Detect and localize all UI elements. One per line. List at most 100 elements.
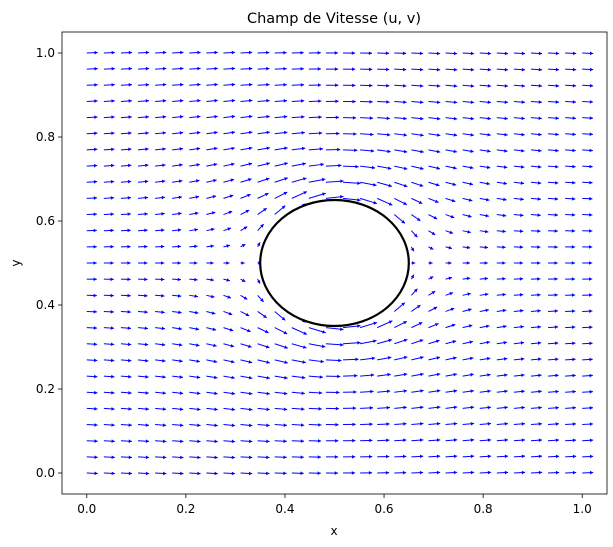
velocity-arrow <box>308 327 326 334</box>
arrow-head <box>521 51 526 56</box>
velocity-arrow <box>530 213 541 217</box>
arrow-head <box>385 67 390 72</box>
arrow-head <box>403 338 408 343</box>
arrow-head <box>264 192 269 197</box>
velocity-arrow <box>257 391 270 396</box>
arrow-head <box>521 422 525 426</box>
arrow-head <box>128 131 132 135</box>
velocity-arrow <box>411 149 424 154</box>
y-tick-label: 0.6 <box>36 214 55 228</box>
velocity-arrow <box>223 98 236 103</box>
velocity-arrow <box>325 99 339 104</box>
velocity-arrow <box>120 455 133 460</box>
velocity-arrow <box>530 100 542 104</box>
velocity-arrow <box>582 245 593 249</box>
velocity-arrow <box>189 82 201 87</box>
arrow-head <box>402 454 407 459</box>
arrow-head <box>538 389 542 394</box>
arrow-head <box>197 50 201 55</box>
arrow-head <box>231 423 236 428</box>
arrow-head <box>386 405 390 410</box>
velocity-arrow <box>548 277 558 281</box>
y-tick-label: 0.2 <box>36 382 55 396</box>
velocity-arrow <box>565 116 576 120</box>
arrow-field <box>86 50 594 476</box>
arrow-head <box>180 50 184 55</box>
velocity-arrow <box>172 359 183 363</box>
velocity-arrow <box>274 375 288 380</box>
velocity-arrow <box>394 100 407 104</box>
velocity-arrow <box>137 195 149 200</box>
velocity-arrow <box>496 292 506 297</box>
arrow-head <box>412 261 416 265</box>
arrow-head <box>466 245 471 250</box>
velocity-arrow <box>240 98 253 103</box>
velocity-arrow <box>343 438 356 443</box>
arrow-head <box>177 228 182 232</box>
velocity-arrow <box>172 439 184 444</box>
velocity-arrow <box>462 149 474 153</box>
velocity-arrow <box>103 455 115 460</box>
arrow-head <box>301 146 306 151</box>
velocity-arrow <box>86 471 98 476</box>
arrow-head <box>180 439 184 444</box>
arrow-head <box>433 215 438 220</box>
arrow-head <box>144 195 149 200</box>
arrow-head <box>94 50 98 55</box>
velocity-arrow <box>548 181 559 185</box>
arrow-head <box>453 356 457 360</box>
arrow-head <box>519 277 524 281</box>
arrow-head <box>284 162 288 166</box>
arrow-head <box>571 261 576 265</box>
velocity-arrow <box>582 438 594 443</box>
velocity-arrow <box>377 149 391 154</box>
arrow-head <box>521 373 525 378</box>
arrow-head <box>572 438 577 443</box>
velocity-arrow <box>274 205 286 215</box>
velocity-arrow <box>513 84 526 88</box>
velocity-arrow <box>445 340 457 345</box>
velocity-arrow <box>325 406 340 411</box>
velocity-arrow <box>479 229 489 234</box>
arrow-head <box>336 131 340 136</box>
velocity-arrow <box>189 471 201 476</box>
arrow-head <box>301 407 305 411</box>
velocity-arrow <box>377 470 390 475</box>
arrow-head <box>487 454 492 459</box>
arrow-head <box>369 438 373 443</box>
velocity-arrow <box>565 83 577 88</box>
arrow-head <box>355 357 359 362</box>
arrow-head <box>589 67 594 72</box>
arrow-head <box>227 227 231 231</box>
arrow-head <box>231 359 235 364</box>
velocity-arrow <box>325 115 340 120</box>
velocity-arrow <box>343 454 356 459</box>
arrow-head <box>195 195 199 199</box>
arrow-head <box>194 310 199 315</box>
velocity-arrow <box>257 407 270 412</box>
arrow-head <box>266 423 270 428</box>
arrow-head <box>145 115 149 119</box>
velocity-arrow <box>462 230 471 234</box>
velocity-arrow <box>155 293 165 298</box>
velocity-arrow <box>172 294 182 298</box>
arrow-head <box>504 454 509 459</box>
velocity-arrow <box>462 84 475 88</box>
velocity-arrow <box>445 421 458 426</box>
velocity-arrow <box>120 179 132 184</box>
arrow-head <box>334 67 339 71</box>
velocity-arrow <box>155 326 166 331</box>
velocity-arrow <box>223 407 236 412</box>
velocity-arrow <box>308 67 322 71</box>
arrow-head <box>554 309 558 313</box>
velocity-arrow <box>206 178 217 183</box>
arrow-head <box>537 325 541 329</box>
velocity-arrow <box>120 471 133 476</box>
velocity-arrow <box>479 132 491 137</box>
velocity-arrow <box>360 99 373 104</box>
velocity-arrow <box>496 245 506 249</box>
arrow-head <box>453 438 458 442</box>
arrow-head <box>300 423 305 427</box>
arrow-head <box>128 391 132 395</box>
arrow-head <box>110 342 115 347</box>
